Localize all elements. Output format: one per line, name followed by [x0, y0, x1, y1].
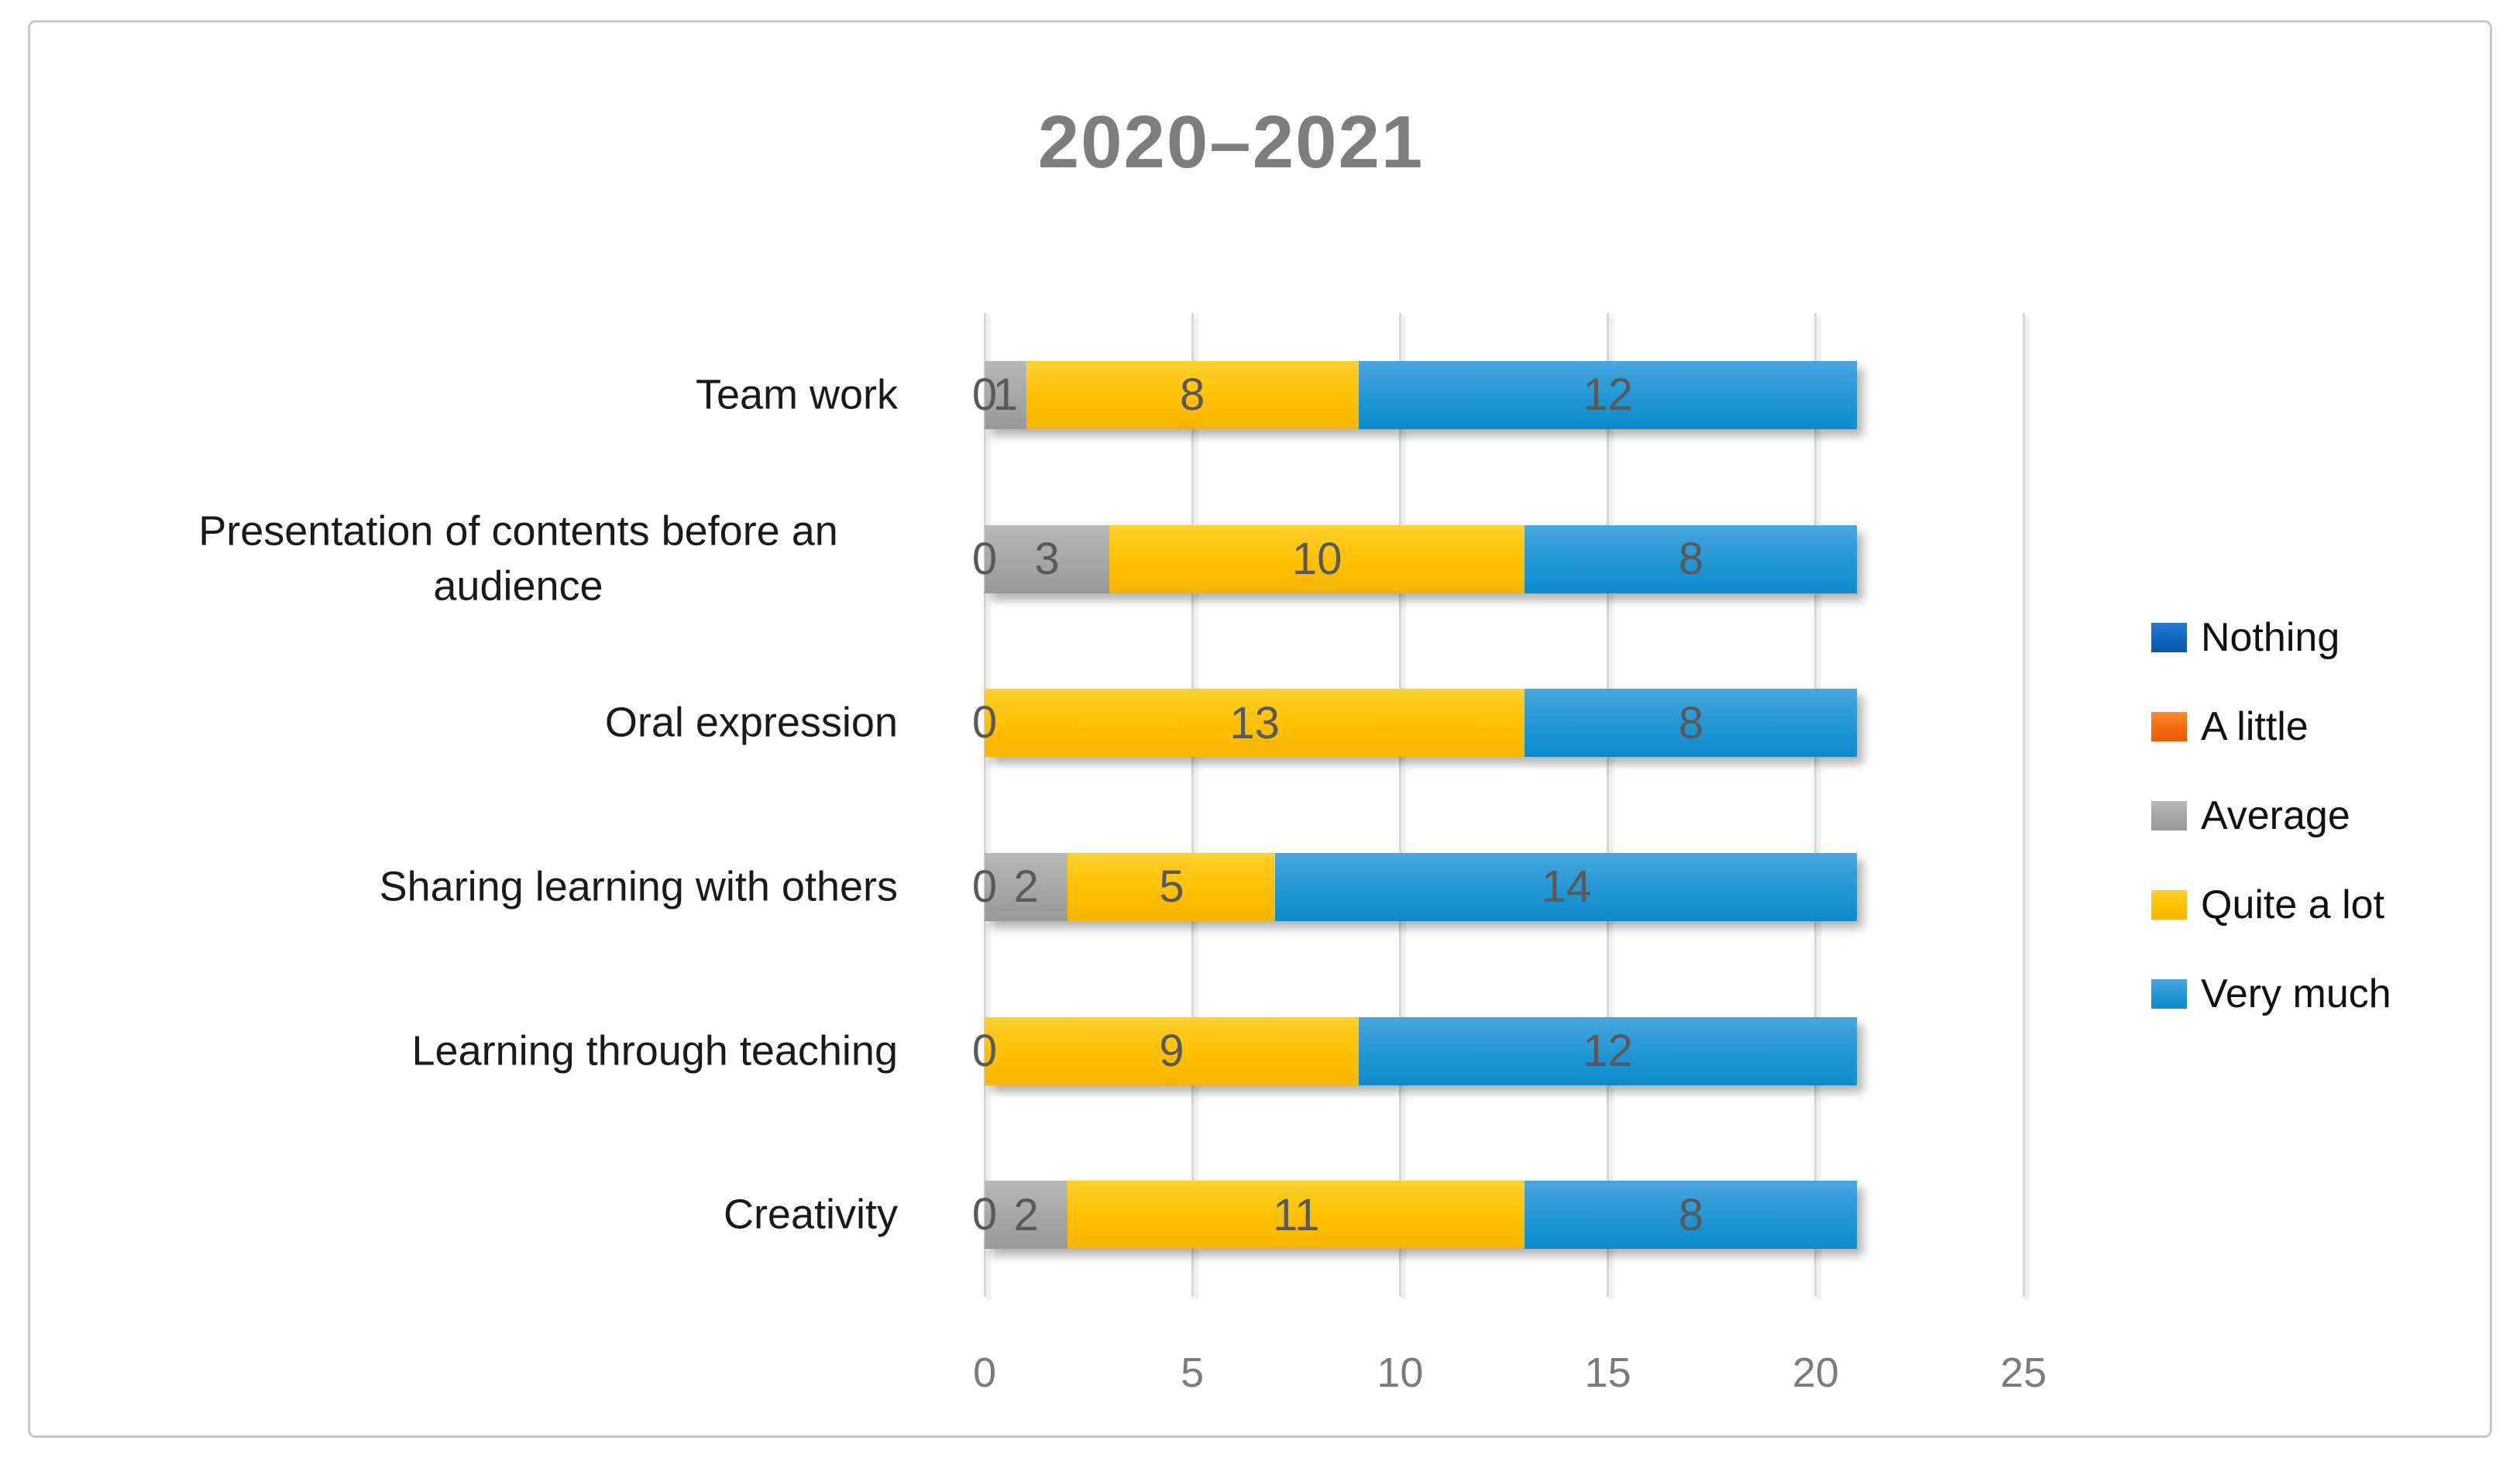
data-label: 5 [1159, 861, 1184, 913]
bar-row: 0 2 11 8 [972, 1181, 1858, 1250]
category-label-text: Learning through teaching [411, 1026, 899, 1074]
x-axis-tick-label: 25 [1999, 1350, 2047, 1396]
legend-label: Average [2201, 793, 2350, 838]
bar-segment-very-much: 12 [1358, 1016, 1858, 1085]
bar-segment-quite-a-lot: 11 [1067, 1181, 1525, 1250]
bar-row: 0 1 8 12 [972, 360, 1858, 429]
data-label: 8 [1678, 1189, 1703, 1240]
gridline [1814, 313, 1817, 1297]
bar-segment-average: 3 [985, 524, 1109, 593]
category-label: Learning through teaching [139, 1023, 899, 1078]
data-label: 13 [1229, 697, 1280, 748]
legend-item-very-much: Very much [2151, 949, 2391, 1038]
category-label-text: Team work [695, 371, 898, 418]
data-label: 3 [1034, 534, 1060, 584]
bar-segment-quite-a-lot: 10 [1109, 524, 1525, 593]
legend-label: Nothing [2201, 614, 2340, 660]
data-label-zero: 0 [971, 533, 998, 584]
legend-item-nothing: Nothing [2151, 593, 2340, 682]
legend-label: Very much [2201, 971, 2391, 1016]
bar-segment-very-much: 14 [1275, 852, 1858, 921]
category-label: Oral expression [139, 696, 898, 751]
category-label-text: Sharing learning with others [379, 863, 898, 910]
bar-segment-quite-a-lot: 8 [1026, 360, 1359, 429]
data-label: 11 [1273, 1189, 1320, 1240]
legend-swatch-icon [2151, 800, 2187, 830]
data-label-zero: 0 [971, 369, 998, 420]
bar-segment-very-much: 8 [1525, 689, 1858, 758]
bar-segment-very-much: 8 [1525, 1181, 1858, 1250]
x-axis-tick-label: 20 [1792, 1350, 1839, 1396]
category-label: Team work [139, 367, 898, 422]
data-label-zero: 0 [971, 697, 998, 748]
bar-segment-very-much: 12 [1358, 360, 1858, 429]
data-label-zero: 0 [971, 1189, 998, 1240]
data-label: 10 [1291, 534, 1343, 584]
legend-swatch-icon [2151, 711, 2187, 741]
x-axis-tick-label: 5 [1181, 1350, 1205, 1396]
data-label-zero: 0 [971, 861, 998, 912]
gridline [2022, 313, 2025, 1297]
legend-label: A little [2201, 703, 2309, 749]
category-label-text: Oral expression [604, 699, 898, 746]
bar-segment-quite-a-lot: 9 [985, 1016, 1359, 1085]
bar-segment-average: 2 [985, 852, 1068, 921]
chart-title: 2020–2021 [1037, 101, 1425, 184]
legend-item-quite-a-lot: Quite a lot [2151, 860, 2384, 949]
bar-segment-average: 1 [985, 360, 1026, 429]
legend-item-a-little: A little [2151, 682, 2309, 771]
data-label: 12 [1583, 1026, 1633, 1076]
gridline [1191, 313, 1194, 1297]
chart-frame: 2020–2021 0 5 10 15 20 25 Team work 0 1 8 12 Presen… [28, 20, 2492, 1438]
data-label: 8 [1678, 534, 1703, 584]
legend-swatch-icon [2151, 978, 2187, 1009]
category-label: Presentation of contents before an audie… [139, 504, 898, 614]
legend-swatch-icon [2151, 622, 2187, 652]
legend-label: Quite a lot [2201, 882, 2385, 927]
gridline [983, 313, 986, 1297]
x-axis-tick-label: 10 [1377, 1350, 1424, 1396]
category-label: Creativity [139, 1188, 898, 1243]
bar-row: 0 13 8 [972, 689, 1858, 758]
category-label: Sharing learning with others [139, 859, 898, 914]
bar-row: 0 2 5 14 [972, 852, 1858, 921]
legend-item-average: Average [2151, 771, 2350, 860]
bar-row: 0 9 12 [972, 1016, 1858, 1085]
bar-segment-average: 2 [985, 1181, 1068, 1250]
bar-segment-quite-a-lot: 5 [1067, 852, 1276, 921]
category-label-text: Creativity [723, 1191, 898, 1238]
data-label: 8 [1678, 697, 1703, 748]
x-axis-tick-label: 0 [972, 1350, 997, 1396]
data-label: 2 [1013, 1189, 1039, 1240]
gridline [1398, 313, 1401, 1297]
data-label: 8 [1180, 370, 1205, 421]
category-label-text: Presentation of contents before an audie… [198, 507, 838, 610]
data-label: 12 [1583, 370, 1633, 421]
bar-row: 0 3 10 8 [972, 524, 1858, 593]
bar-segment-very-much: 8 [1525, 524, 1858, 593]
data-label: 9 [1159, 1026, 1184, 1076]
data-label-zero: 0 [971, 1025, 998, 1076]
data-label: 2 [1013, 861, 1039, 913]
data-label: 1 [992, 370, 1018, 421]
bar-segment-quite-a-lot: 13 [985, 689, 1525, 758]
x-axis-tick-label: 15 [1584, 1350, 1631, 1396]
data-label: 14 [1541, 861, 1592, 913]
plot-area: 0 5 10 15 20 25 Team work 0 1 8 12 Presentation of … [30, 22, 2490, 1436]
legend-swatch-icon [2151, 889, 2187, 920]
gridline [1607, 313, 1610, 1297]
